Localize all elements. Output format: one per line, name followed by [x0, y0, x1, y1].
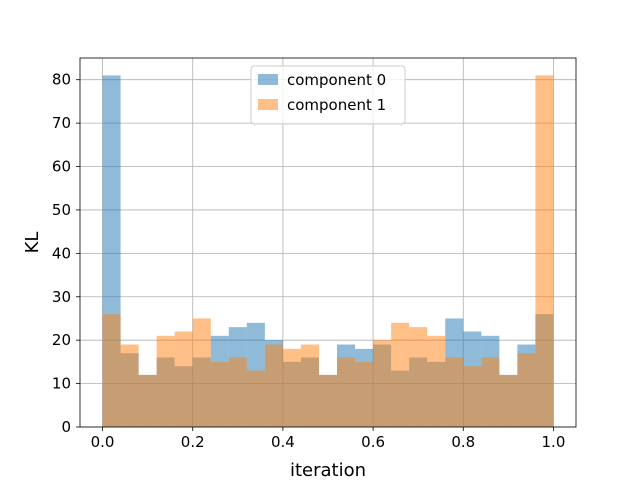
legend-box: [250, 65, 406, 125]
bar-series-1-bin-12: [318, 374, 338, 427]
y-axis-ticks: 0 10 20 30 40 50 60 70 80: [52, 71, 80, 436]
bar-series-1-bin-16: [391, 322, 410, 427]
legend-swatch-component-1: [258, 99, 278, 110]
bar-series-1-bin-6: [210, 361, 229, 427]
y-tick-label: 60: [52, 158, 71, 176]
legend-label-component-1: component 1: [287, 96, 386, 114]
legend-label-component-0: component 0: [287, 71, 386, 89]
x-tick-label: 0.0: [91, 433, 115, 451]
bar-series-1-bin-8: [246, 370, 265, 427]
bar-series-1-bin-21: [481, 357, 500, 427]
plot-frame: [79, 57, 577, 428]
bar-series-1-bin-9: [264, 344, 283, 427]
bar-series-1-bin-4: [174, 331, 193, 427]
x-tick-label: 0.6: [361, 433, 385, 451]
bar-series-1-bin-23: [517, 353, 536, 427]
bar-series-1-bin-1: [120, 344, 139, 427]
x-axis-ticks: 0.0 0.2 0.4 0.6 0.8 1.0: [91, 427, 566, 451]
x-tick-label: 0.8: [451, 433, 475, 451]
bar-series-1-bin-0: [102, 314, 121, 427]
bar-series-1-bin-14: [355, 361, 374, 427]
x-axis-label: iteration: [290, 460, 366, 480]
bar-series-1-bin-11: [300, 344, 319, 427]
bar-series-1-bin-5: [192, 318, 211, 427]
bar-series-1-bin-19: [445, 357, 464, 427]
bar-series-1-bin-7: [228, 357, 247, 427]
legend: component 0 component 1: [250, 65, 406, 125]
legend-swatch-component-0: [258, 74, 278, 85]
x-tick-label: 1.0: [542, 433, 566, 451]
bar-series-1-bin-24: [535, 75, 554, 427]
bar-series-1-bin-10: [282, 348, 301, 427]
y-tick-label: 40: [52, 244, 71, 262]
bar-series-1-bin-18: [427, 335, 446, 427]
bar-series-1-bin-17: [409, 327, 428, 427]
bar-series-1-bin-2: [138, 374, 157, 427]
bar-series-1-bin-15: [373, 340, 392, 427]
bar-series-1-bin-3: [156, 335, 175, 427]
y-tick-label: 30: [52, 288, 71, 306]
y-tick-label: 0: [61, 418, 71, 436]
y-tick-label: 20: [52, 331, 71, 349]
bar-series-1-bin-22: [499, 374, 518, 427]
y-axis-label: KL: [22, 232, 43, 254]
x-tick-label: 0.4: [271, 433, 295, 451]
histogram-bars: [102, 75, 554, 427]
y-tick-label: 80: [52, 71, 71, 89]
y-tick-label: 10: [52, 375, 71, 393]
x-tick-label: 0.2: [181, 433, 205, 451]
y-tick-label: 50: [52, 201, 71, 219]
bar-series-1-bin-13: [337, 357, 356, 427]
y-tick-label: 70: [52, 114, 71, 132]
bar-series-1-bin-20: [463, 366, 482, 427]
